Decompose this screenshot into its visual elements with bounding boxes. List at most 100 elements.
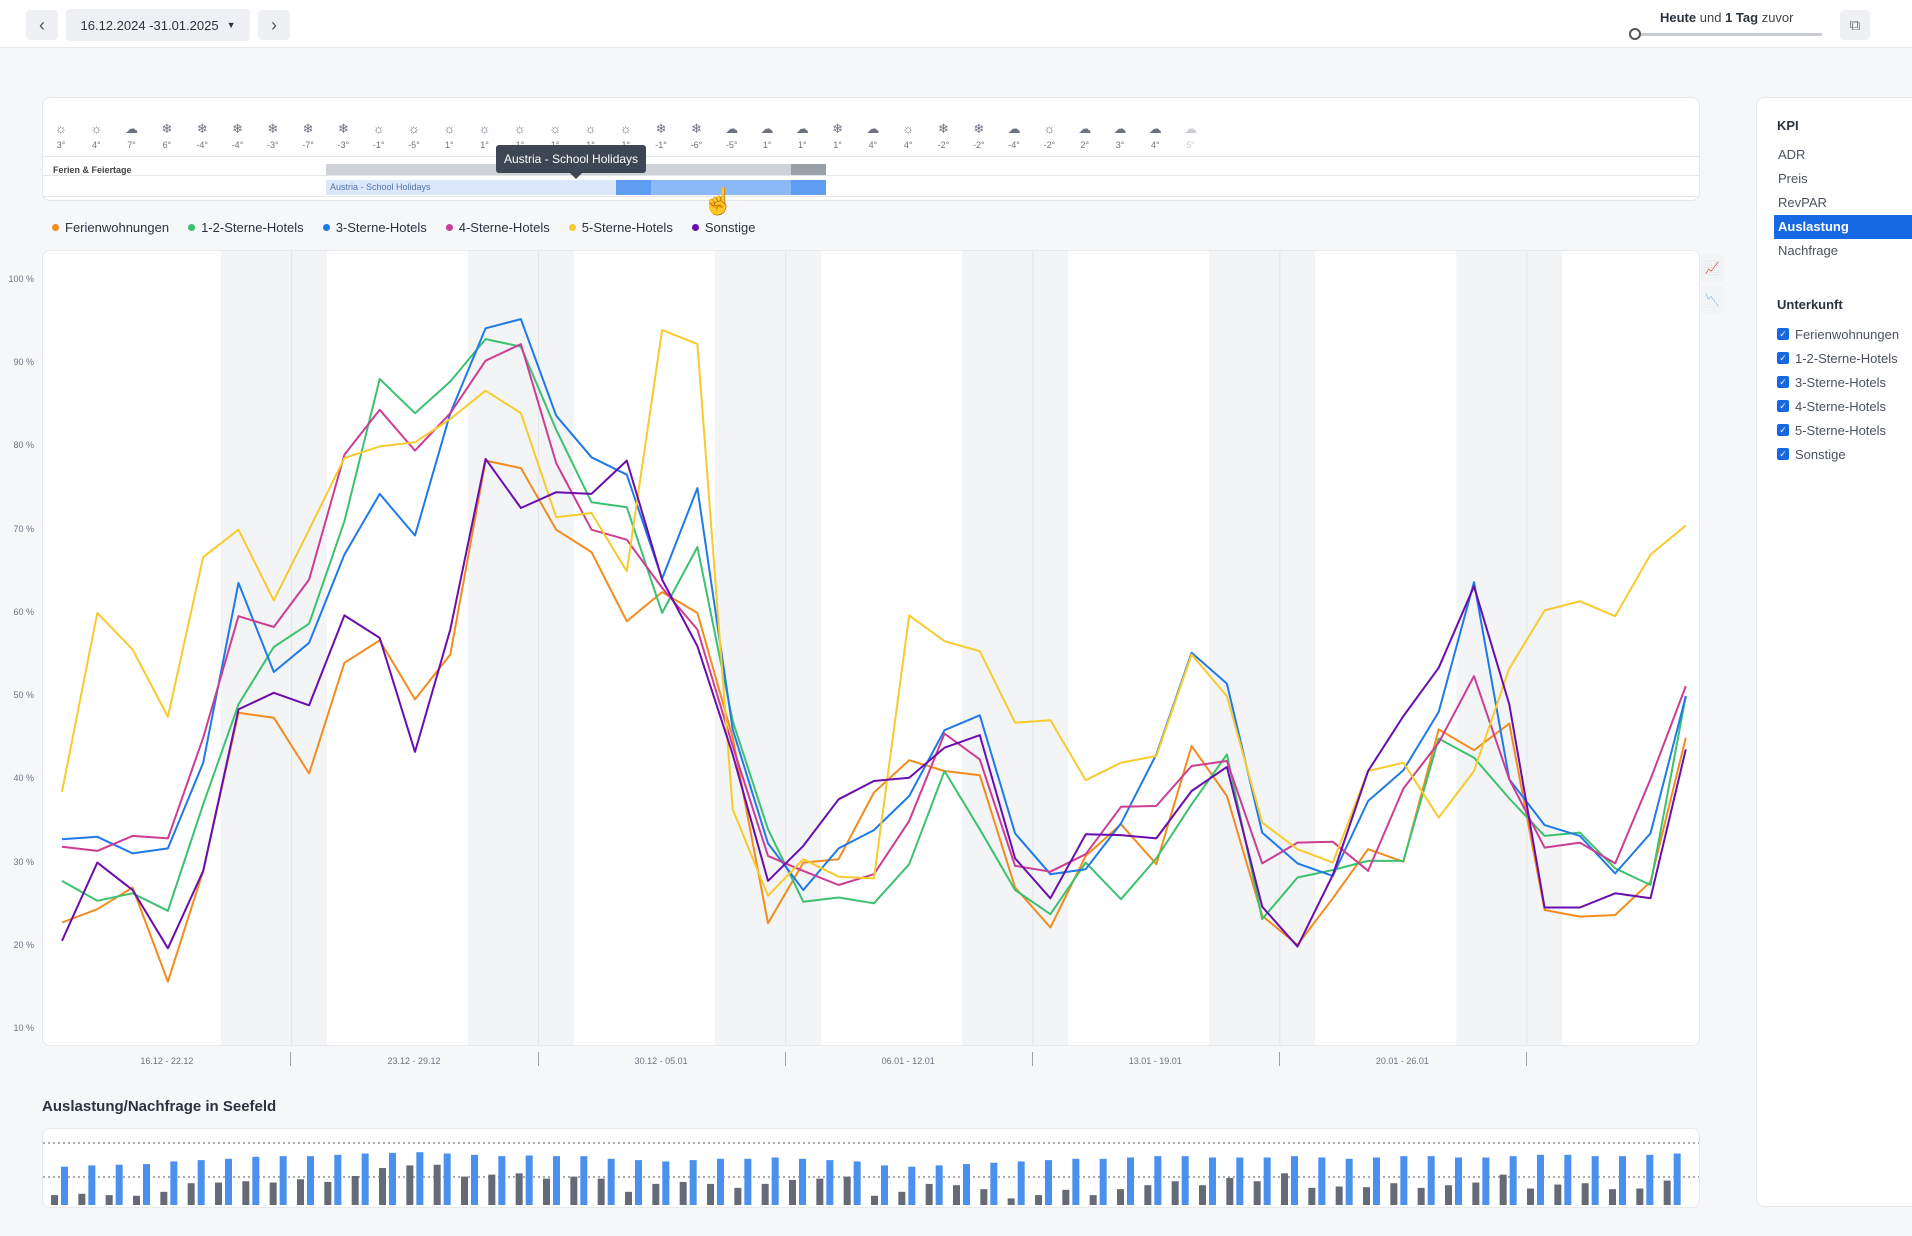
demand-bar[interactable]: [1673, 1153, 1681, 1205]
demand-bar[interactable]: [1591, 1156, 1599, 1205]
occupancy-bar[interactable]: [1390, 1183, 1398, 1205]
occupancy-bar[interactable]: [379, 1168, 386, 1205]
demand-bar[interactable]: [334, 1154, 342, 1205]
checkbox-checked-icon[interactable]: ✓: [1777, 352, 1789, 364]
demand-bar[interactable]: [1181, 1156, 1189, 1205]
demand-bar[interactable]: [1482, 1157, 1490, 1205]
demand-bar[interactable]: [88, 1165, 96, 1205]
demand-bar[interactable]: [1291, 1156, 1298, 1205]
demand-bar[interactable]: [143, 1164, 150, 1205]
unterkunft-filter-item[interactable]: ✓ 1-2-Sterne-Hotels: [1777, 346, 1912, 370]
series-line-5-sterne-hotels[interactable]: [61, 328, 1687, 897]
series-line-sonstige[interactable]: [61, 457, 1687, 950]
export-button[interactable]: ⧉: [1840, 10, 1870, 40]
demand-bar[interactable]: [1154, 1156, 1162, 1205]
demand-bar[interactable]: [1455, 1157, 1462, 1205]
demand-bar[interactable]: [471, 1154, 478, 1205]
occupancy-bar[interactable]: [1007, 1198, 1015, 1205]
occupancy-bar[interactable]: [433, 1164, 441, 1205]
occupancy-bar[interactable]: [953, 1185, 960, 1205]
demand-bar[interactable]: [1318, 1157, 1326, 1205]
demand-bar[interactable]: [1537, 1154, 1544, 1205]
series-line-1-2-sterne-hotels[interactable]: [61, 338, 1687, 921]
demand-bar[interactable]: [252, 1156, 260, 1205]
occupancy-bar[interactable]: [898, 1191, 906, 1205]
checkbox-checked-icon[interactable]: ✓: [1777, 328, 1789, 340]
next-period-button[interactable]: ›: [258, 10, 290, 40]
unterkunft-filter-item[interactable]: ✓ Ferienwohnungen: [1777, 322, 1912, 346]
date-range-picker[interactable]: 16.12.2024 -31.01.2025 ▼: [66, 9, 250, 41]
demand-bar[interactable]: [307, 1156, 314, 1205]
occupancy-bar[interactable]: [269, 1182, 277, 1205]
occupancy-bar[interactable]: [133, 1195, 140, 1205]
demand-bar[interactable]: [1127, 1157, 1134, 1205]
demand-bar[interactable]: [689, 1160, 697, 1205]
occupancy-bar[interactable]: [1226, 1177, 1234, 1205]
occupancy-bar[interactable]: [1335, 1186, 1343, 1205]
checkbox-checked-icon[interactable]: ✓: [1777, 376, 1789, 388]
occupancy-bar[interactable]: [734, 1187, 742, 1205]
demand-bar[interactable]: [1072, 1158, 1080, 1205]
occupancy-bar[interactable]: [461, 1176, 468, 1205]
occupancy-bar[interactable]: [570, 1176, 578, 1205]
occupancy-bar[interactable]: [625, 1191, 632, 1205]
demand-bar[interactable]: [771, 1157, 779, 1205]
occupancy-bar[interactable]: [1363, 1187, 1370, 1205]
demand-bar[interactable]: [908, 1166, 916, 1205]
demand-bar[interactable]: [279, 1156, 287, 1205]
checkbox-checked-icon[interactable]: ✓: [1777, 424, 1789, 436]
demand-bar[interactable]: [799, 1158, 806, 1205]
occupancy-bar[interactable]: [215, 1182, 222, 1205]
comparison-slider-handle[interactable]: [1629, 28, 1641, 40]
demand-bar[interactable]: [1209, 1157, 1216, 1205]
demand-bar[interactable]: [744, 1158, 752, 1205]
legend-item[interactable]: 1-2-Sterne-Hotels: [188, 220, 304, 235]
occupancy-bar[interactable]: [1035, 1195, 1042, 1205]
demand-bar[interactable]: [662, 1161, 670, 1205]
public-holiday-marker[interactable]: [791, 164, 826, 175]
previous-period-button[interactable]: ‹: [26, 10, 58, 40]
kpi-item-revpar[interactable]: RevPAR: [1778, 195, 1827, 210]
demand-bar[interactable]: [553, 1156, 560, 1205]
demand-bar[interactable]: [1509, 1156, 1517, 1205]
holiday-bar-hover[interactable]: [651, 180, 791, 195]
occupancy-bar[interactable]: [1281, 1173, 1288, 1205]
occupancy-bar[interactable]: [707, 1183, 714, 1205]
holiday-bar[interactable]: Austria - School Holidays: [326, 180, 616, 195]
unterkunft-filter-item[interactable]: ✓ 5-Sterne-Hotels: [1777, 418, 1912, 442]
unterkunft-filter-item[interactable]: ✓ 4-Sterne-Hotels: [1777, 394, 1912, 418]
demand-bar[interactable]: [935, 1165, 943, 1205]
occupancy-bar[interactable]: [78, 1193, 86, 1205]
line-chart-toggle[interactable]: 📈: [1700, 254, 1724, 282]
occupancy-bar[interactable]: [406, 1165, 414, 1205]
legend-item[interactable]: 5-Sterne-Hotels: [568, 220, 673, 235]
occupancy-bar[interactable]: [51, 1195, 58, 1205]
occupancy-bar[interactable]: [1089, 1195, 1097, 1205]
demand-bar[interactable]: [635, 1160, 642, 1205]
occupancy-bar[interactable]: [1171, 1181, 1179, 1205]
unterkunft-filter-item[interactable]: ✓ 3-Sterne-Hotels: [1777, 370, 1912, 394]
occupancy-bar[interactable]: [543, 1178, 550, 1205]
occupancy-bar[interactable]: [843, 1176, 851, 1205]
demand-bar[interactable]: [115, 1164, 123, 1205]
demand-bar[interactable]: [361, 1153, 369, 1205]
demand-bar[interactable]: [1099, 1158, 1107, 1205]
occupancy-bar[interactable]: [1554, 1184, 1562, 1205]
kpi-item-auslastung[interactable]: Auslastung: [1774, 215, 1912, 239]
checkbox-checked-icon[interactable]: ✓: [1777, 448, 1789, 460]
demand-bar[interactable]: [1564, 1154, 1572, 1205]
occupancy-bar[interactable]: [1308, 1187, 1316, 1205]
demand-bar[interactable]: [525, 1155, 533, 1206]
occupancy-bar[interactable]: [1417, 1187, 1425, 1205]
demand-bar[interactable]: [990, 1162, 998, 1205]
occupancy-bar[interactable]: [1581, 1183, 1589, 1205]
demand-bar[interactable]: [580, 1156, 588, 1205]
kpi-item-preis[interactable]: Preis: [1778, 171, 1808, 186]
occupancy-bar[interactable]: [160, 1191, 168, 1205]
occupancy-bar[interactable]: [597, 1178, 605, 1205]
demand-bar[interactable]: [498, 1156, 506, 1205]
area-chart-toggle[interactable]: 📉: [1700, 286, 1724, 314]
occupancy-bar[interactable]: [1199, 1185, 1206, 1205]
legend-item[interactable]: Sonstige: [691, 220, 755, 235]
occupancy-bar[interactable]: [242, 1181, 250, 1205]
